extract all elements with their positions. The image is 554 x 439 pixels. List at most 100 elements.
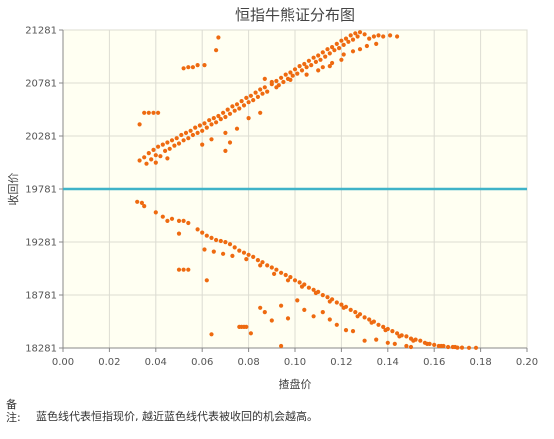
data-point <box>334 322 339 327</box>
data-point <box>288 77 293 82</box>
data-point <box>388 33 393 38</box>
data-point <box>325 47 330 52</box>
data-point <box>279 75 284 80</box>
x-tick-label: 0.18 <box>469 357 491 368</box>
data-point <box>313 59 318 64</box>
data-point <box>209 235 214 240</box>
data-point <box>232 245 237 250</box>
data-point <box>142 155 147 160</box>
data-point <box>346 39 351 44</box>
data-point <box>364 43 369 49</box>
x-tick-label: 0.00 <box>52 357 74 368</box>
data-point <box>392 341 397 346</box>
data-point <box>255 94 260 99</box>
data-point <box>223 130 228 135</box>
data-point <box>348 33 353 38</box>
data-point <box>258 87 263 92</box>
data-point <box>218 238 223 244</box>
data-point <box>376 33 381 38</box>
data-point <box>304 65 309 70</box>
scatter-chart: 0.00 0.02 0.04 0.06 0.08 0.10 0.12 0.14 0.16 0.18… <box>6 6 538 391</box>
data-point <box>309 63 314 68</box>
data-point <box>137 158 142 163</box>
data-point <box>357 30 363 35</box>
y-tick-label: 20281 <box>25 132 57 143</box>
data-point <box>156 110 161 115</box>
x-tick-label: 0.14 <box>377 357 399 368</box>
data-point <box>200 128 205 133</box>
data-point <box>330 60 335 66</box>
x-tick-label: 0.10 <box>284 357 306 368</box>
x-tick-label: 0.16 <box>423 357 445 368</box>
data-point <box>181 138 186 143</box>
data-point <box>272 271 277 276</box>
data-point <box>269 79 274 85</box>
data-point <box>362 315 367 320</box>
data-point <box>466 345 472 350</box>
data-point <box>153 210 158 215</box>
data-point <box>339 57 344 62</box>
data-point <box>374 41 379 47</box>
data-point <box>211 249 216 254</box>
data-point <box>241 103 247 108</box>
data-point <box>176 231 182 236</box>
data-point <box>195 63 200 68</box>
data-point <box>248 93 253 98</box>
data-point <box>306 58 311 63</box>
data-point <box>327 64 332 69</box>
data-point <box>381 324 386 329</box>
data-point <box>156 144 161 149</box>
data-point <box>362 338 367 343</box>
data-point <box>190 132 195 138</box>
data-point <box>320 65 325 70</box>
data-point <box>353 310 358 315</box>
data-point <box>279 303 284 308</box>
data-point <box>318 57 323 62</box>
data-point <box>473 345 479 350</box>
data-point <box>163 148 168 153</box>
data-point <box>197 123 202 128</box>
data-point <box>269 265 274 270</box>
data-point <box>158 154 163 159</box>
x-tick-label: 0.06 <box>191 357 213 368</box>
data-point <box>334 300 339 305</box>
data-point <box>209 122 214 127</box>
data-point <box>225 107 230 112</box>
data-point <box>353 31 358 36</box>
data-point <box>176 141 182 146</box>
y-tick-label: 21281 <box>25 26 57 37</box>
data-point <box>343 328 349 333</box>
data-point <box>459 345 465 350</box>
data-point <box>209 137 214 142</box>
data-point <box>153 153 158 158</box>
data-point <box>176 218 182 223</box>
data-point <box>244 324 249 329</box>
data-point <box>408 344 414 350</box>
data-point <box>343 36 349 41</box>
data-point <box>223 114 228 120</box>
data-point <box>144 161 149 166</box>
x-tick-label: 0.12 <box>330 357 352 368</box>
data-point <box>211 116 216 121</box>
data-point <box>223 240 228 245</box>
data-point <box>167 146 172 151</box>
data-point <box>151 147 156 152</box>
data-point <box>207 118 212 123</box>
data-point <box>371 34 376 39</box>
data-point <box>297 280 302 285</box>
data-point <box>169 138 175 143</box>
data-point <box>311 55 316 60</box>
data-point <box>227 242 233 247</box>
data-point <box>395 34 400 39</box>
data-point <box>223 148 228 153</box>
data-point <box>348 307 353 312</box>
data-point <box>295 298 300 303</box>
data-point <box>292 278 298 283</box>
data-point <box>279 343 284 349</box>
data-point <box>227 111 233 116</box>
data-point <box>190 65 195 70</box>
y-tick-label: 19281 <box>25 238 57 249</box>
data-point <box>202 63 207 68</box>
data-point <box>260 91 265 96</box>
data-point <box>453 344 458 350</box>
